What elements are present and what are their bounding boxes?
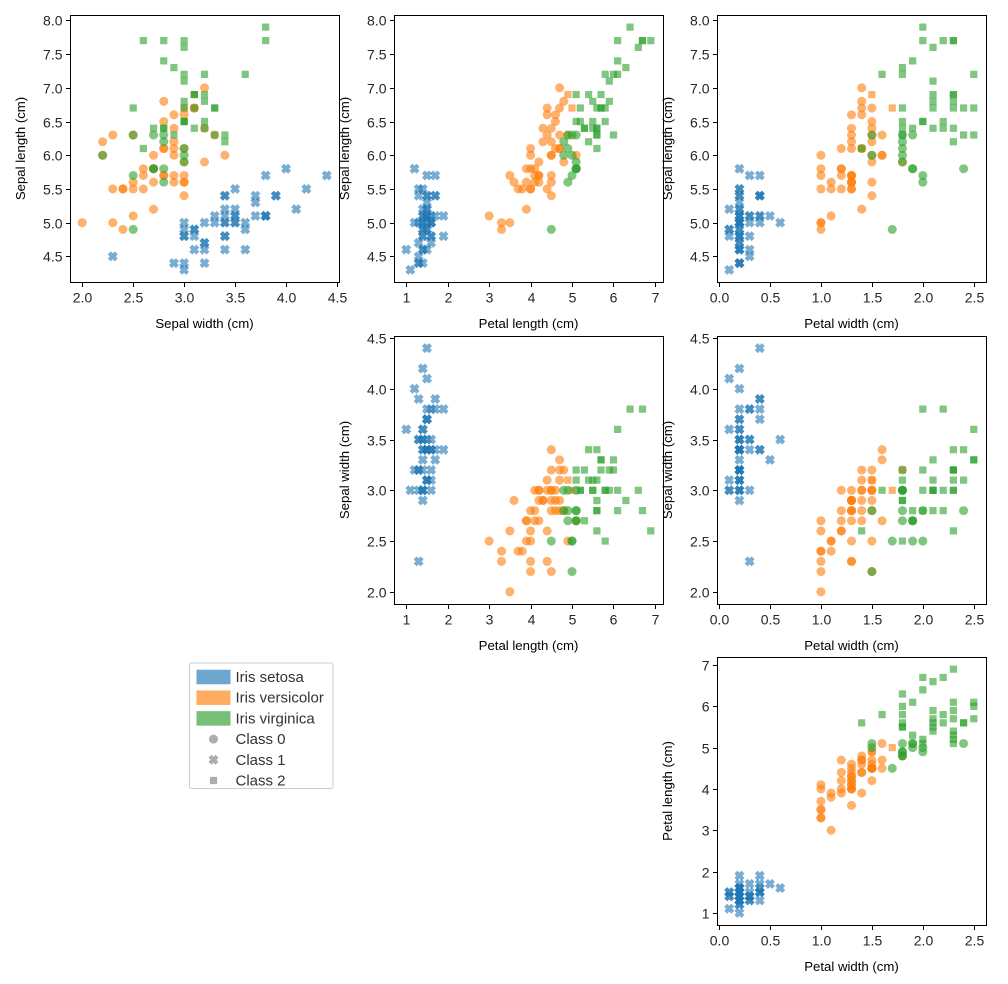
- svg-text:Petal width (cm): Petal width (cm): [804, 638, 899, 653]
- svg-text:0.5: 0.5: [761, 290, 781, 306]
- svg-text:7: 7: [702, 658, 710, 674]
- svg-text:4.0: 4.0: [367, 382, 387, 398]
- svg-text:1.0: 1.0: [812, 612, 832, 628]
- svg-text:4: 4: [528, 290, 536, 306]
- svg-text:Class 1: Class 1: [236, 752, 286, 769]
- svg-text:3: 3: [702, 823, 710, 839]
- svg-text:6: 6: [610, 612, 618, 628]
- svg-text:0.0: 0.0: [710, 290, 730, 306]
- svg-text:2.5: 2.5: [965, 290, 985, 306]
- svg-text:Class 2: Class 2: [236, 773, 286, 790]
- svg-text:Petal length (cm): Petal length (cm): [660, 741, 675, 841]
- svg-text:5.0: 5.0: [43, 216, 63, 232]
- svg-text:1.5: 1.5: [863, 612, 883, 628]
- svg-text:Petal length (cm): Petal length (cm): [479, 316, 579, 331]
- svg-text:0.5: 0.5: [761, 933, 781, 949]
- svg-text:2.0: 2.0: [73, 290, 93, 306]
- svg-text:6.0: 6.0: [367, 148, 387, 164]
- svg-text:5: 5: [569, 290, 577, 306]
- svg-text:4.5: 4.5: [367, 249, 387, 265]
- svg-text:8.0: 8.0: [43, 13, 63, 29]
- svg-text:Sepal length (cm): Sepal length (cm): [13, 97, 28, 200]
- svg-text:2.0: 2.0: [690, 585, 710, 601]
- svg-text:7.0: 7.0: [690, 81, 710, 97]
- svg-text:2.0: 2.0: [914, 290, 934, 306]
- svg-text:3.5: 3.5: [690, 433, 710, 449]
- svg-text:2: 2: [445, 612, 453, 628]
- svg-text:2.5: 2.5: [965, 612, 985, 628]
- svg-text:3: 3: [486, 612, 494, 628]
- svg-text:1.5: 1.5: [863, 933, 883, 949]
- svg-text:2.5: 2.5: [367, 534, 387, 550]
- svg-text:3.5: 3.5: [367, 433, 387, 449]
- svg-text:5: 5: [702, 741, 710, 757]
- svg-text:2.0: 2.0: [367, 585, 387, 601]
- svg-text:2.5: 2.5: [124, 290, 144, 306]
- svg-text:7: 7: [652, 612, 660, 628]
- svg-text:Sepal width (cm): Sepal width (cm): [660, 421, 675, 519]
- svg-text:2.5: 2.5: [965, 933, 985, 949]
- svg-text:5.0: 5.0: [367, 216, 387, 232]
- svg-text:7.5: 7.5: [690, 47, 710, 63]
- svg-text:1: 1: [403, 290, 411, 306]
- svg-text:4.5: 4.5: [43, 249, 63, 265]
- svg-text:7: 7: [652, 290, 660, 306]
- svg-text:0.0: 0.0: [710, 933, 730, 949]
- svg-text:Sepal length (cm): Sepal length (cm): [337, 97, 352, 200]
- svg-text:8.0: 8.0: [690, 13, 710, 29]
- svg-text:1.0: 1.0: [812, 933, 832, 949]
- svg-text:1: 1: [403, 612, 411, 628]
- svg-text:4.0: 4.0: [690, 382, 710, 398]
- svg-text:5.5: 5.5: [690, 182, 710, 198]
- svg-text:2.0: 2.0: [914, 933, 934, 949]
- svg-text:6.0: 6.0: [43, 148, 63, 164]
- svg-text:6.0: 6.0: [690, 148, 710, 164]
- svg-text:Iris versicolor: Iris versicolor: [236, 690, 324, 707]
- svg-text:2: 2: [702, 865, 710, 881]
- svg-text:Iris virginica: Iris virginica: [236, 710, 316, 727]
- svg-text:5: 5: [569, 612, 577, 628]
- svg-text:2.0: 2.0: [914, 612, 934, 628]
- svg-text:3: 3: [486, 290, 494, 306]
- svg-text:7.0: 7.0: [367, 81, 387, 97]
- svg-text:6: 6: [610, 290, 618, 306]
- svg-text:Petal length (cm): Petal length (cm): [479, 638, 579, 653]
- svg-text:Iris setosa: Iris setosa: [236, 669, 305, 686]
- svg-text:1.0: 1.0: [812, 290, 832, 306]
- svg-text:5.5: 5.5: [367, 182, 387, 198]
- svg-text:0.0: 0.0: [710, 612, 730, 628]
- svg-text:3.0: 3.0: [367, 483, 387, 499]
- svg-text:8.0: 8.0: [367, 13, 387, 29]
- svg-text:3.0: 3.0: [175, 290, 195, 306]
- svg-text:4: 4: [528, 612, 536, 628]
- svg-text:4: 4: [702, 782, 710, 798]
- svg-text:7.5: 7.5: [367, 47, 387, 63]
- svg-text:Petal width (cm): Petal width (cm): [804, 316, 899, 331]
- svg-text:2.5: 2.5: [690, 534, 710, 550]
- svg-text:Class 0: Class 0: [236, 731, 286, 748]
- svg-text:4.5: 4.5: [690, 249, 710, 265]
- svg-text:5.5: 5.5: [43, 182, 63, 198]
- svg-text:3.0: 3.0: [690, 483, 710, 499]
- svg-text:Sepal length (cm): Sepal length (cm): [660, 97, 675, 200]
- svg-text:4.5: 4.5: [367, 331, 387, 347]
- svg-text:5.0: 5.0: [690, 216, 710, 232]
- svg-text:4.5: 4.5: [328, 290, 348, 306]
- svg-text:Sepal width (cm): Sepal width (cm): [155, 316, 253, 331]
- svg-text:6.5: 6.5: [690, 115, 710, 131]
- svg-text:1.5: 1.5: [863, 290, 883, 306]
- svg-text:7.0: 7.0: [43, 81, 63, 97]
- svg-text:Petal width (cm): Petal width (cm): [804, 959, 899, 974]
- svg-text:Sepal width (cm): Sepal width (cm): [337, 421, 352, 519]
- svg-text:2: 2: [445, 290, 453, 306]
- svg-text:3.5: 3.5: [226, 290, 246, 306]
- svg-text:6.5: 6.5: [367, 115, 387, 131]
- svg-text:0.5: 0.5: [761, 612, 781, 628]
- svg-text:1: 1: [702, 906, 710, 922]
- svg-text:6.5: 6.5: [43, 115, 63, 131]
- svg-text:7.5: 7.5: [43, 47, 63, 63]
- svg-text:4.0: 4.0: [277, 290, 297, 306]
- svg-text:6: 6: [702, 699, 710, 715]
- svg-text:4.5: 4.5: [690, 331, 710, 347]
